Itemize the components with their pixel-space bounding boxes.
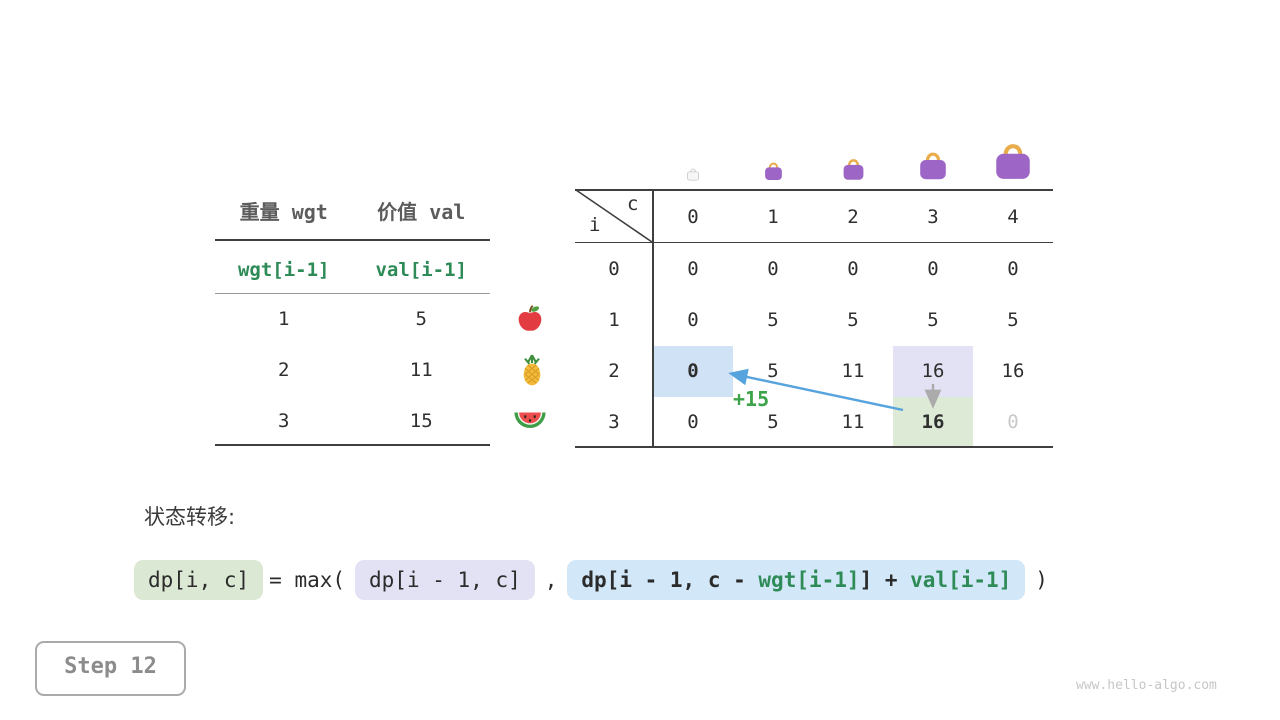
pineapple-icon — [518, 353, 546, 387]
plus-value-annotation: +15 — [733, 387, 770, 411]
corner-diagonal — [575, 189, 653, 243]
bag-capacity-1-icon — [763, 159, 784, 181]
dp-cell-highlight-source — [653, 346, 733, 397]
dp-cell: 5 — [767, 309, 779, 331]
formula-arg2-wgt: wgt[i-1] — [758, 568, 860, 592]
dp-col-header: 1 — [767, 206, 779, 228]
dp-cell-above: 16 — [921, 360, 945, 382]
item-table-formula-row: wgt[i-1] val[i-1] — [215, 245, 490, 293]
formula-arg2-part1: dp[i - 1, c - — [581, 568, 759, 592]
item-table-header-weight: 重量 wgt — [239, 200, 328, 224]
divider — [652, 189, 654, 448]
item-table-val-formula: val[i-1] — [375, 259, 467, 281]
divider — [215, 239, 490, 241]
formula-close-paren: ) — [1035, 568, 1048, 592]
divider — [575, 242, 1053, 243]
dp-row-2: 2 0 5 11 16 16 — [575, 346, 1053, 397]
dp-row-label: 2 — [608, 360, 620, 382]
dp-col-header: 4 — [1007, 206, 1019, 228]
dp-row-label: 3 — [608, 411, 620, 433]
dp-cell-current: 16 — [921, 411, 945, 433]
dp-col-header: 2 — [847, 206, 859, 228]
dp-row-label: 0 — [608, 258, 620, 280]
dp-col-header: 0 — [687, 206, 699, 228]
dp-row-0: 0 0 0 0 0 0 — [575, 244, 1053, 295]
item-row-2: 2 11 — [215, 345, 490, 396]
item-value: 5 — [415, 308, 427, 330]
formula-arg2-val: val[i-1] — [910, 568, 1012, 592]
item-value: 15 — [409, 410, 433, 432]
dp-cell: 5 — [847, 309, 859, 331]
divider — [215, 444, 490, 446]
item-table-wgt-formula: wgt[i-1] — [237, 259, 330, 281]
dp-header-row: 0 1 2 3 4 — [653, 192, 1053, 242]
dp-cell: 11 — [841, 411, 865, 433]
transition-formula: dp[i, c] = max( dp[i - 1, c] , dp[i - 1,… — [134, 560, 1054, 600]
dp-corner-col-label: c — [627, 193, 639, 215]
bag-capacity-3-icon — [917, 147, 949, 181]
dp-corner-row-label: i — [589, 214, 601, 236]
apple-icon — [515, 303, 545, 333]
transition-label: 状态转移: — [144, 505, 236, 529]
dp-row-1: 1 0 5 5 5 5 — [575, 295, 1053, 346]
divider — [575, 189, 1053, 191]
formula-equals-max: = max( — [269, 568, 346, 592]
dp-cell-pending: 0 — [1007, 411, 1019, 433]
watermelon-icon — [513, 409, 547, 431]
formula-lhs-chip: dp[i, c] — [134, 560, 264, 600]
dp-cell: 0 — [687, 258, 699, 280]
item-row-1: 1 5 — [215, 294, 490, 345]
dp-cell: 11 — [841, 360, 865, 382]
item-table-header-value: 价值 val — [377, 200, 466, 224]
item-weight: 2 — [278, 359, 290, 381]
bag-capacity-0-icon — [686, 166, 700, 181]
dp-cell: 16 — [1001, 360, 1025, 382]
dp-cell: 5 — [1007, 309, 1019, 331]
item-value: 11 — [409, 359, 433, 381]
item-weight: 1 — [278, 308, 290, 330]
formula-arg2-chip: dp[i - 1, c - wgt[i-1]] + val[i-1] — [567, 560, 1026, 600]
dp-cell: 0 — [927, 258, 939, 280]
dp-cell: 0 — [767, 258, 779, 280]
item-table-header-row: 重量 wgt 价值 val — [215, 189, 490, 235]
dp-cell: 0 — [687, 411, 699, 433]
dp-cell: 5 — [767, 360, 779, 382]
formula-arg1-chip: dp[i - 1, c] — [355, 560, 535, 600]
item-row-3: 3 15 — [215, 396, 490, 447]
dp-col-header: 3 — [927, 206, 939, 228]
divider — [215, 293, 490, 294]
watermark: www.hello-algo.com — [1076, 678, 1217, 693]
dp-cell: 5 — [927, 309, 939, 331]
formula-arg2-part2: ] + — [859, 568, 911, 592]
dp-cell: 0 — [847, 258, 859, 280]
bag-capacity-4-icon — [992, 137, 1034, 181]
dp-row-3: 3 0 5 11 16 0 — [575, 397, 1053, 448]
divider — [575, 446, 1053, 448]
dp-cell: 0 — [1007, 258, 1019, 280]
formula-comma: , — [544, 568, 558, 592]
dp-cell: 0 — [687, 309, 699, 331]
dp-cell-source: 0 — [687, 360, 699, 382]
step-indicator: Step 12 — [35, 641, 186, 696]
item-weight: 3 — [278, 410, 290, 432]
dp-row-label: 1 — [608, 309, 620, 331]
dp-cell: 5 — [767, 411, 779, 433]
bag-capacity-2-icon — [841, 155, 866, 181]
